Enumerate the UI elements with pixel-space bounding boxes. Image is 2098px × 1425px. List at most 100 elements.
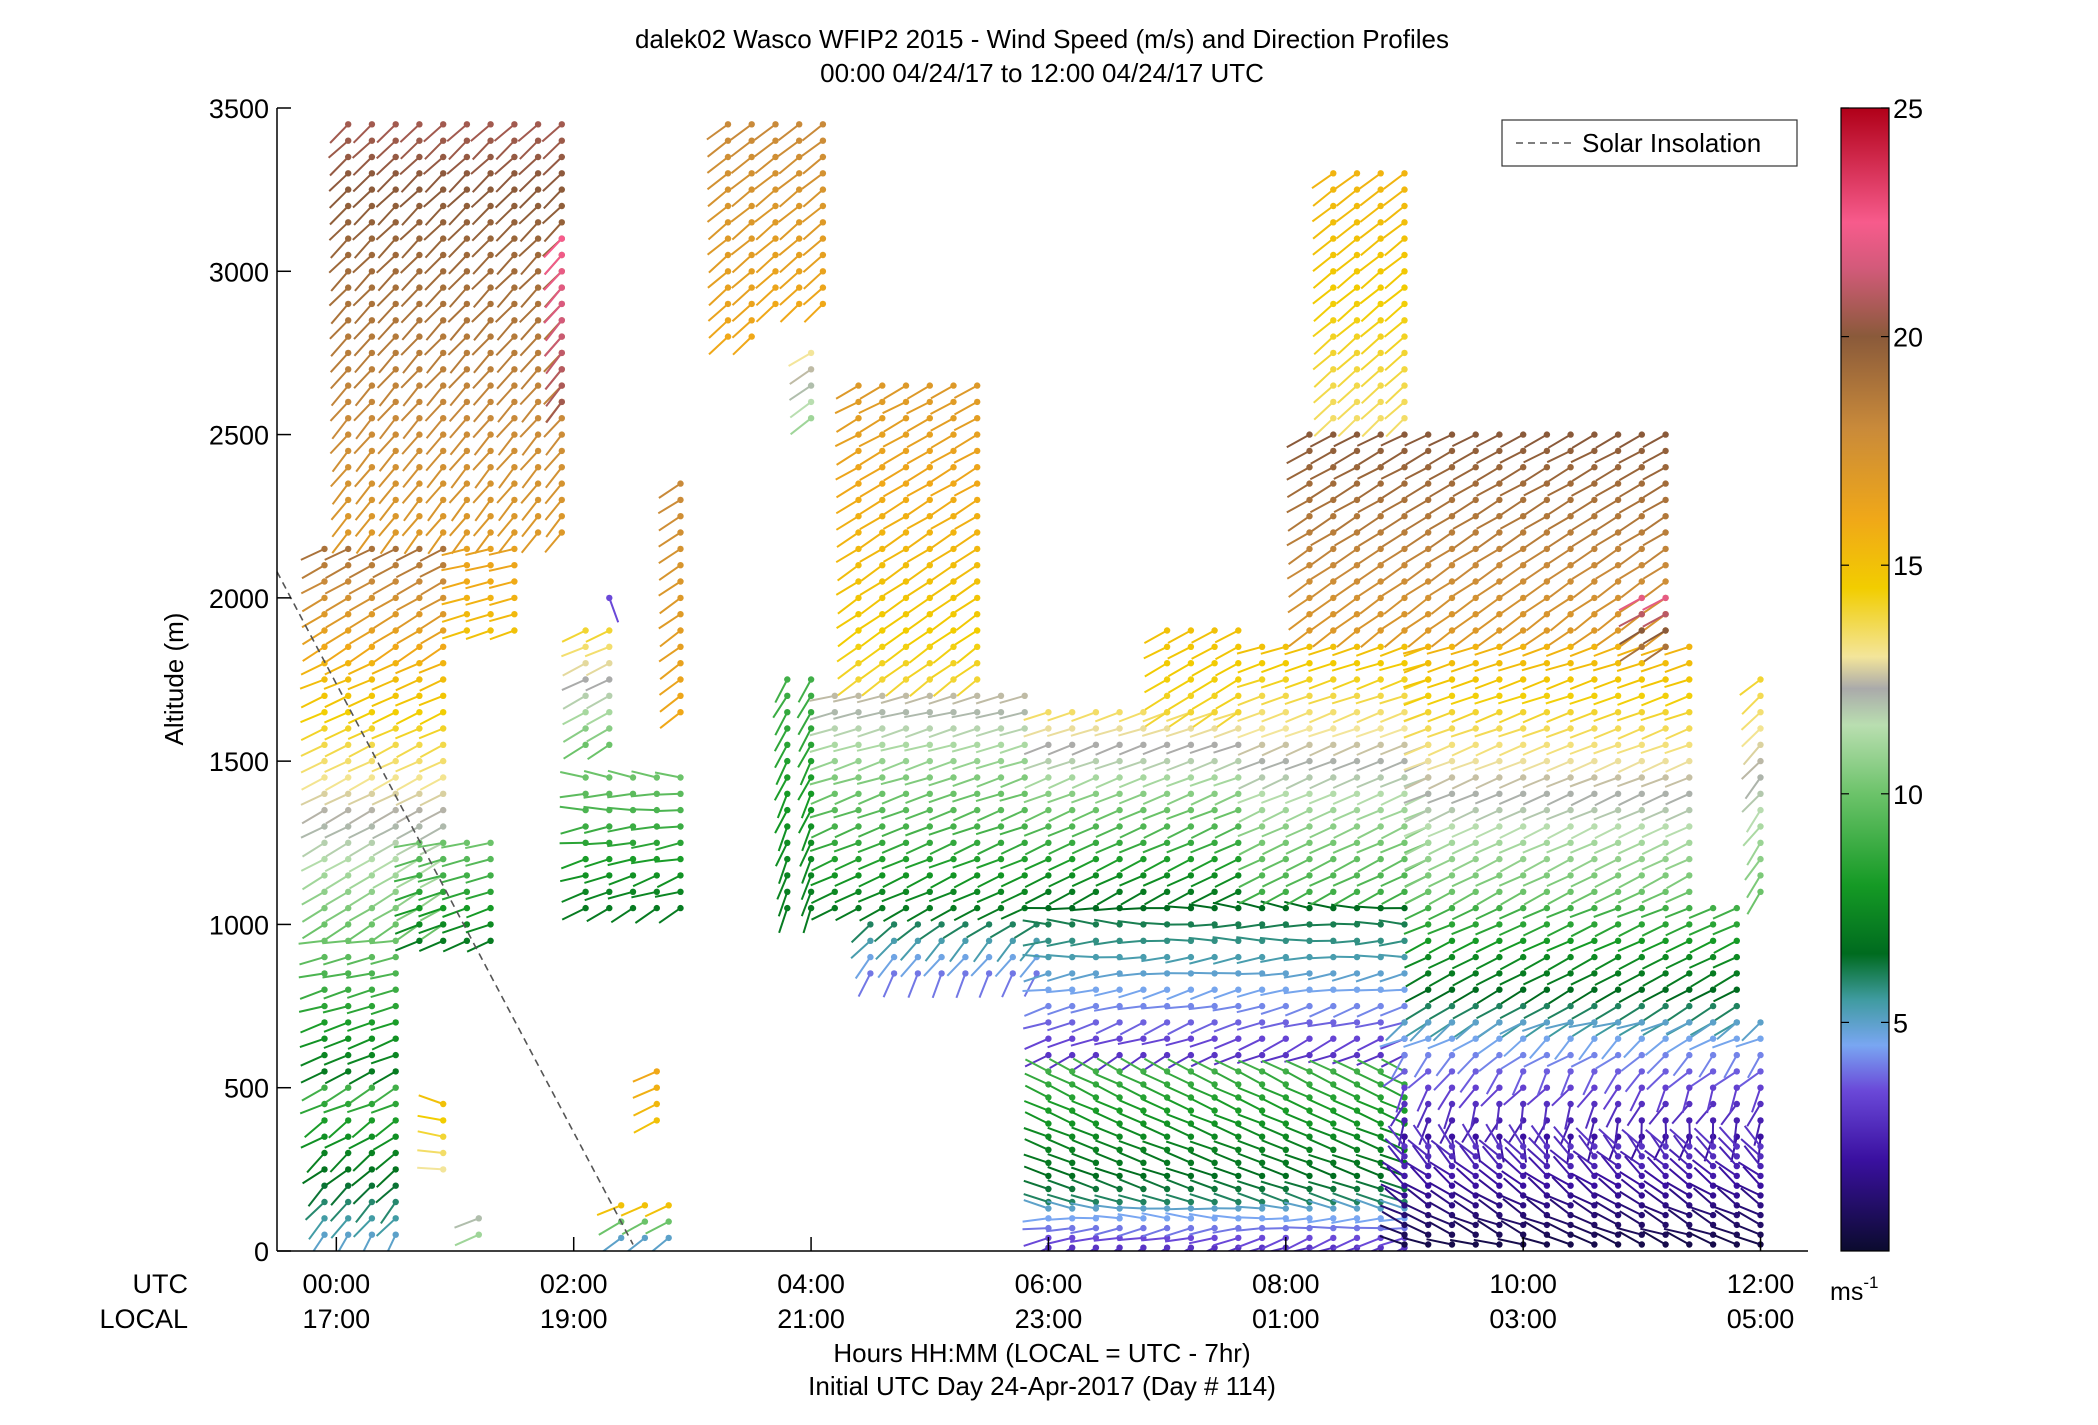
wind-barb-dot	[1591, 937, 1598, 944]
wind-barb-dot	[1401, 953, 1408, 961]
wind-barb-stick	[1309, 711, 1334, 724]
wind-barb-dot	[440, 823, 447, 830]
wind-barb-stick	[1477, 1198, 1501, 1216]
wind-barb-dot	[1211, 1146, 1218, 1154]
wind-barb-stick	[1547, 1172, 1572, 1187]
wind-barb-dot	[416, 611, 423, 618]
wind-barb-dot	[1472, 1019, 1479, 1026]
wind-barb-stick	[1547, 858, 1572, 873]
wind-barb-stick	[1430, 1139, 1453, 1158]
wind-barb-stick	[1665, 988, 1690, 1003]
wind-barb-dot	[1638, 611, 1646, 618]
wind-barb-dot	[1282, 888, 1290, 895]
wind-barb-dot	[1733, 1051, 1741, 1059]
wind-barb-dot	[1638, 725, 1646, 732]
wind-barb-stick	[835, 482, 860, 499]
wind-barb-stick	[833, 809, 859, 819]
wind-barb-dot	[1567, 774, 1574, 781]
wind-barb-dot	[1401, 366, 1408, 373]
wind-barb-dot	[1425, 480, 1432, 487]
wind-barb-dot	[1021, 725, 1028, 732]
wind-barb-stick	[1118, 776, 1144, 789]
wind-barb-stick	[1285, 1165, 1310, 1177]
wind-barb-stick	[809, 776, 836, 786]
wind-barb-dot	[534, 317, 542, 324]
wind-barb-dot	[1330, 415, 1337, 422]
wind-barb-dot	[1211, 1051, 1218, 1059]
wind-barb-stick	[1380, 792, 1405, 806]
wind-barb-stick	[1437, 1123, 1453, 1148]
wind-barb-dot	[1614, 970, 1622, 977]
wind-barb-dot	[487, 447, 494, 455]
wind-barb-stick	[881, 841, 907, 854]
wind-barb-dot	[1425, 872, 1432, 879]
wind-barb-dot	[1638, 953, 1646, 961]
wind-barb-dot	[1543, 1100, 1551, 1108]
wind-barb-stick	[1144, 678, 1168, 694]
wind-barb-dot	[1662, 806, 1669, 814]
wind-barb-dot	[1353, 398, 1361, 406]
wind-barb-dot	[368, 137, 376, 144]
wind-barb-stick	[1688, 907, 1714, 920]
wind-barb-stick	[776, 793, 789, 819]
wind-barb-stick	[1214, 760, 1239, 773]
wind-barb-dot	[677, 839, 684, 846]
wind-barb-stick	[301, 564, 326, 580]
wind-barb-dot	[392, 513, 399, 520]
wind-barb-stick	[1096, 858, 1121, 872]
wind-barb-dot	[1401, 447, 1408, 455]
wind-barb-dot	[1330, 888, 1337, 895]
wind-barb-stick	[1261, 1165, 1287, 1177]
wind-barb-stick	[1428, 874, 1453, 888]
wind-barb-stick	[1712, 907, 1738, 920]
wind-barb-stick	[308, 1217, 326, 1240]
wind-barb-stick	[393, 874, 420, 883]
wind-barb-dot	[1092, 823, 1100, 830]
wind-barb-dot	[463, 888, 471, 895]
wind-barb-stick	[355, 531, 373, 555]
wind-barb-dot	[1472, 1231, 1479, 1238]
wind-barb-stick	[520, 286, 539, 308]
wind-barb-stick	[324, 858, 349, 873]
wind-barb-dot	[1543, 1019, 1551, 1026]
wind-barb-stick	[1379, 694, 1405, 705]
wind-barb-stick	[1164, 938, 1191, 942]
wind-barb-stick	[1096, 1057, 1121, 1073]
wind-barb-stick	[1335, 172, 1358, 190]
wind-barb-stick	[1595, 564, 1619, 580]
wind-barb-stick	[1382, 515, 1406, 532]
wind-barb-dot	[1496, 431, 1503, 438]
wind-barb-stick	[608, 874, 634, 886]
wind-barb-stick	[1357, 531, 1382, 547]
wind-barb-stick	[954, 401, 978, 416]
wind-barb-stick	[1523, 433, 1548, 449]
wind-barb-dot	[368, 1198, 376, 1206]
wind-barb-dot	[1425, 806, 1432, 814]
wind-barb-dot	[558, 202, 565, 210]
wind-barb-dot	[1282, 1120, 1290, 1127]
wind-barb-dot	[463, 562, 471, 569]
wind-barb-dot	[440, 121, 447, 128]
wind-barb-stick	[1212, 1227, 1239, 1234]
wind-barb-stick	[955, 973, 967, 999]
wind-barb-stick	[395, 792, 420, 807]
wind-barb-dot	[1211, 1019, 1218, 1026]
wind-barb-stick	[330, 335, 349, 357]
wind-barb-stick	[420, 629, 444, 645]
wind-barb-dot	[440, 937, 447, 944]
wind-barb-dot	[1187, 692, 1195, 699]
wind-barb-stick	[1142, 1112, 1168, 1125]
wind-barb-stick	[1237, 1139, 1263, 1151]
wind-barb-dot	[1567, 1182, 1574, 1189]
wind-barb-dot	[1377, 545, 1384, 553]
wind-barb-dot	[1401, 1035, 1408, 1042]
wind-barb-stick	[777, 172, 800, 190]
wind-barb-stick	[396, 743, 420, 759]
wind-barb-stick	[447, 221, 468, 242]
wind-barb-dot	[807, 888, 815, 895]
wind-barb-stick	[1476, 482, 1500, 497]
wind-barb-stick	[859, 417, 883, 433]
wind-barb-dot	[1614, 692, 1622, 699]
wind-barb-dot	[1496, 480, 1503, 487]
wind-barb-stick	[1214, 890, 1239, 905]
